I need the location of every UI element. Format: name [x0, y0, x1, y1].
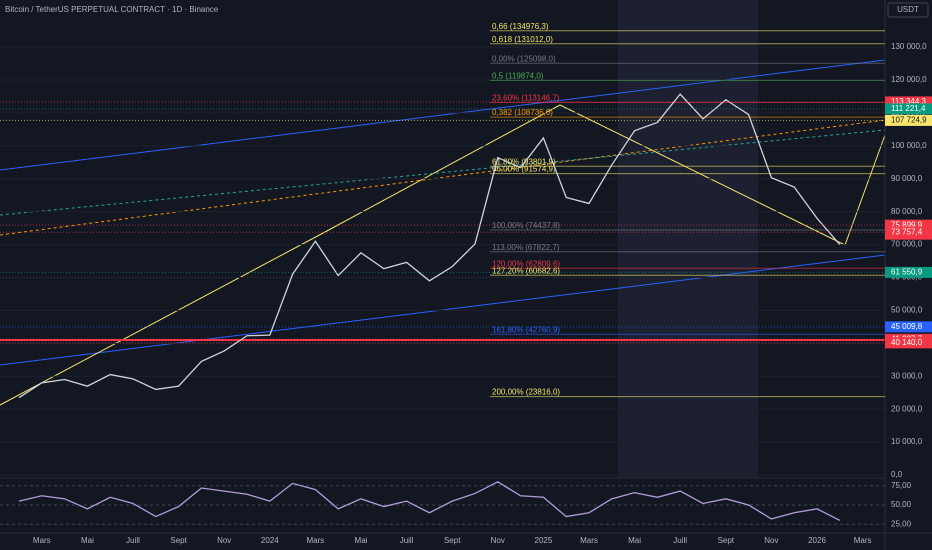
- trend-line: [324, 104, 561, 233]
- trend-line: [559, 104, 846, 246]
- fib-label: 23,60% (113146,7): [492, 94, 560, 103]
- price-badge-label: 111 221,4: [891, 104, 926, 113]
- x-tick-label: Mars: [854, 536, 872, 545]
- price-badge-label: 45 009,8: [891, 322, 923, 331]
- fib-label: 100,00% (74437,8): [492, 221, 560, 230]
- x-tick-label: Juill: [126, 536, 140, 545]
- x-tick-label: Juill: [400, 536, 414, 545]
- y-tick-label: 70 000,0: [891, 240, 923, 249]
- chart-title: Bitcoin / TetherUS PERPETUAL CONTRACT · …: [5, 5, 219, 14]
- price-badge-label: 61 550,9: [891, 268, 923, 277]
- x-tick-label: 2025: [535, 536, 553, 545]
- price-badge-label: 107 724,9: [891, 116, 927, 125]
- price-badge-label: 113 344,3: [891, 97, 927, 106]
- x-tick-label: Sept: [170, 536, 187, 545]
- x-tick-label: 2026: [808, 536, 826, 545]
- fib-label: 0,382 (108736,0): [492, 108, 553, 117]
- x-tick-label: 2024: [261, 536, 279, 545]
- x-tick-label: Sept: [718, 536, 735, 545]
- fib-label: 61,80% (93801,9): [492, 157, 556, 166]
- x-tick-label: Juill: [673, 536, 687, 545]
- price-badge: [885, 96, 932, 108]
- y-tick-label: 90 000,0: [891, 174, 923, 183]
- rsi-tick-label: 25,00: [891, 519, 912, 528]
- y-tick-label: 0,0: [891, 470, 903, 479]
- x-tick-label: Mars: [307, 536, 325, 545]
- x-tick-label: Nov: [491, 536, 505, 545]
- price-badge: [885, 226, 932, 238]
- fib-label: 0,618 (131012,0): [492, 35, 553, 44]
- fib-label: 161,80% (42760,9): [492, 325, 560, 334]
- price-badge-label: 73 757,4: [891, 227, 923, 236]
- price-badge: [885, 321, 932, 333]
- y-tick-label: 30 000,0: [891, 371, 923, 380]
- y-tick-label: 50 000,0: [891, 306, 923, 315]
- price-badge: [885, 266, 932, 278]
- price-badge: [885, 337, 932, 349]
- currency-box: [887, 2, 929, 18]
- y-tick-label: 100 000,0: [891, 141, 927, 150]
- highlight-zone: [618, 0, 758, 478]
- currency-label: USDT: [897, 5, 919, 14]
- x-tick-label: Sept: [444, 536, 461, 545]
- fib-label: 200,00% (23816,0): [492, 388, 560, 397]
- trend-line: [0, 119, 886, 236]
- y-tick-label: 80 000,0: [891, 207, 923, 216]
- price-badge: [885, 103, 932, 115]
- fib-label: 66,00% (91574,9): [492, 165, 556, 174]
- rsi-tick-label: 75,00: [891, 481, 912, 490]
- fib-label: 127,20% (60682,6): [492, 266, 560, 275]
- x-tick-label: Nov: [217, 536, 231, 545]
- rsi-tick-label: 50,00: [891, 500, 912, 509]
- x-tick-label: Mai: [81, 536, 94, 545]
- trend-line: [0, 59, 886, 171]
- x-tick-label: Mai: [628, 536, 641, 545]
- trend-line: [0, 129, 886, 216]
- trend-line: [844, 134, 886, 246]
- x-tick-label: Mars: [33, 536, 51, 545]
- price-badge-label: 75 899,9: [891, 220, 923, 229]
- x-tick-label: Mai: [355, 536, 368, 545]
- price-badge: [885, 114, 932, 126]
- fib-label: 0,00% (125098,0): [492, 54, 556, 63]
- fib-label: 0,66 (134976,3): [492, 22, 549, 31]
- price-badge-label: 40 140,0: [891, 338, 923, 347]
- y-tick-label: 120 000,0: [891, 75, 927, 84]
- fib-label: 0,5 (119874,0): [492, 72, 544, 81]
- y-tick-label: 10 000,0: [891, 437, 923, 446]
- y-tick-label: 20 000,0: [891, 404, 923, 413]
- series-line: [18, 93, 841, 399]
- x-tick-label: Mars: [580, 536, 598, 545]
- fib-label: 120,00% (62809,6): [492, 259, 560, 268]
- series-line: [18, 481, 841, 522]
- fib-label: 113,00% (67822,7): [492, 243, 560, 252]
- y-tick-label: 130 000,0: [891, 42, 927, 51]
- x-tick-label: Nov: [764, 536, 778, 545]
